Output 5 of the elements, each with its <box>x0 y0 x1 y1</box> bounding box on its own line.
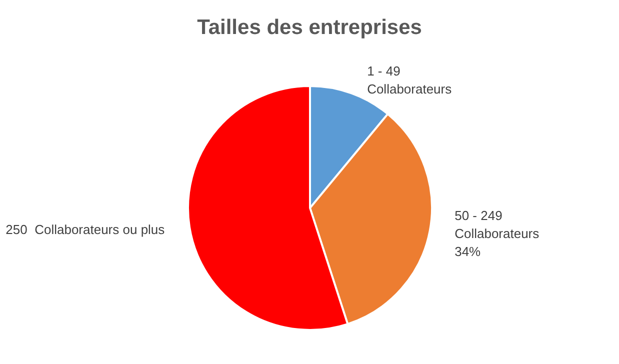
chart-title: Tailles des entreprises <box>197 16 422 39</box>
slice-label: 250 Collaborateurs ou plus <box>6 222 166 237</box>
data-label: 34% <box>454 244 482 259</box>
slice-label: 1 - 49 Collaborateurs <box>367 64 452 97</box>
slice-label: 50 - 249 Collaborateurs <box>454 208 540 241</box>
